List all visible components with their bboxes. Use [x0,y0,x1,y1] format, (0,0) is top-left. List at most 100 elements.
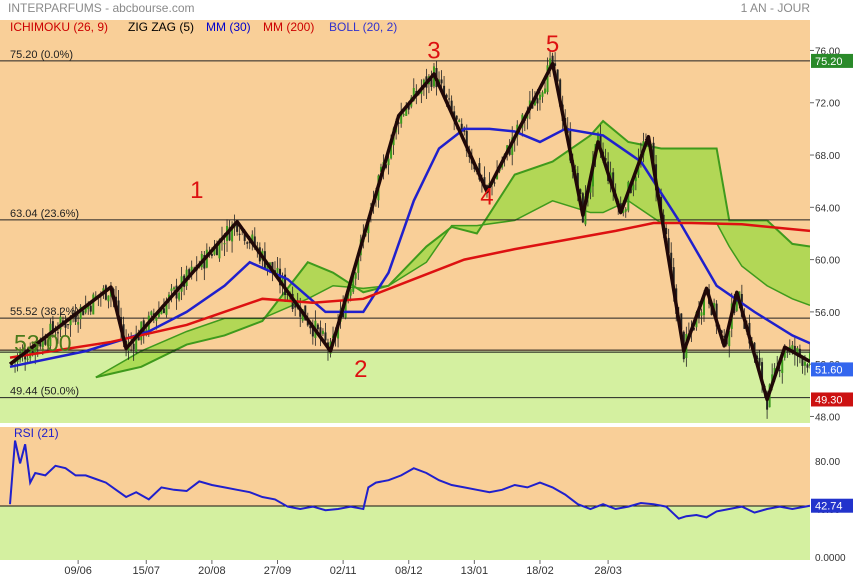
candle-body [781,359,784,373]
candle-body [145,329,148,332]
rsi-title: RSI (21) [14,426,59,440]
candle-body [77,322,80,325]
candle-body [218,239,221,259]
moving-averages [9,127,811,369]
candle-body [316,324,319,330]
candle-body [132,343,135,350]
candle-body [735,301,738,311]
candle-body [319,327,322,338]
price-tag-label: 75.20 [815,56,843,68]
candle-body [536,98,539,104]
candle-body [155,317,158,321]
fib-label: 55.52 (38.2%) [10,306,79,318]
candle-body [36,345,39,347]
candle-body [448,98,451,100]
rsi-tag-label: 42.74 [815,501,843,513]
date-axis: 09/06 15/07 20/08 27/09 02/11 08/12 13/01 18/02… [64,560,622,577]
candle-body [783,348,786,358]
date-tick-label: 09/06 [64,565,92,577]
candle-body [554,63,557,66]
zigzag-line [8,61,811,402]
candle-body [390,142,393,159]
candle-body [612,172,615,192]
price-tick-label: 72.00 [815,99,840,110]
price-tag-bg [811,53,853,68]
candle-body [549,58,552,67]
candle-body [64,323,67,328]
candle-body [117,300,120,319]
candle-body [309,325,312,329]
elliott-wave-labels: 1 2 3 4 5 [190,31,559,383]
candle-body [89,305,92,312]
candle-body [228,227,231,241]
candle-body [324,332,327,341]
legend-item: ZIG ZAG (5) [128,20,194,34]
candle-body [251,234,254,242]
wave-label: 4 [480,184,493,211]
candle-body [387,158,390,166]
date-tick-label: 18/02 [526,565,554,577]
senkou-span-a [95,119,811,379]
candle-body [665,228,668,235]
wave-label: 2 [354,356,367,383]
candle-body [538,94,541,100]
candle-body [276,267,279,274]
date-tick-label: 08/12 [395,565,423,577]
candle-body [281,276,284,286]
candle-body [652,142,655,162]
candle-body [44,339,47,345]
candle-body [248,241,251,244]
fib-label: 75.20 (0.0%) [10,49,73,61]
candle-body [24,354,27,360]
price-tag-label: 49.30 [815,394,843,406]
candle-body [723,335,726,337]
date-tick-label: 28/03 [594,565,622,577]
candle-body [231,224,234,242]
candle-body [82,310,85,316]
legend-item: MM (200) [263,20,314,34]
candle-body [485,185,488,188]
candle-body [74,314,77,322]
candle-body [385,164,388,168]
price-tick-label: 60.00 [815,256,840,267]
candle-body [69,316,72,326]
price-tick-label: 76.00 [815,46,840,57]
candle-body [160,310,163,315]
candle-body [238,233,241,235]
candle-body [150,311,153,316]
candle-body [352,276,355,292]
candle-body [379,166,382,172]
candle-body [31,346,34,354]
period-label: 1 AN - JOUR [741,1,811,15]
support-level-label: 53.00 [14,330,72,356]
candle-body [624,208,627,212]
date-tick-label: 13/01 [461,565,489,577]
candle-body [170,288,173,292]
price-tags: 75.20 51.60 49.30 42.74 [811,53,853,513]
candle-body [407,105,410,110]
candle-body [34,343,37,356]
candle-body [458,120,461,123]
date-tick-label: 02/11 [330,565,357,577]
candle-body [700,312,703,316]
candle-body [178,292,181,300]
candle-body [551,55,554,63]
candle-body [84,305,87,313]
candle-body [672,267,675,291]
candle-body [728,330,731,347]
fib-label: 63.04 (23.6%) [10,208,79,220]
candle-body [271,262,274,272]
candle-body [455,115,458,120]
candle-body [26,358,29,360]
candle-body [122,324,125,338]
candle-body [87,304,90,310]
candle-body [430,77,433,87]
legend-item: ICHIMOKU (26, 9) [10,20,108,34]
candle-body [397,122,400,124]
candle-body [791,345,794,350]
candle-body [79,306,82,320]
rsi-tick-label: 0.0000 [815,553,846,564]
candle-body [266,265,269,271]
price-tick-label: 56.00 [815,308,840,319]
